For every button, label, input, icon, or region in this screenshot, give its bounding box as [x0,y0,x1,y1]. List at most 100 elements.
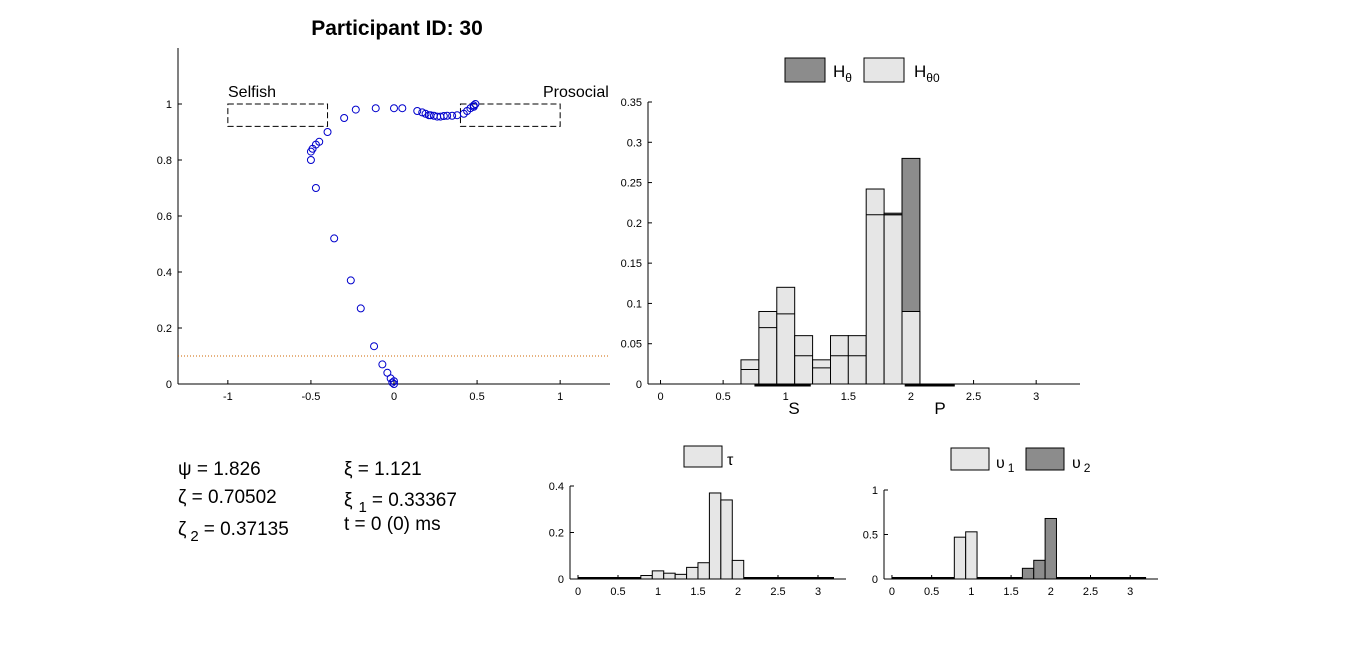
hist-main-y-tick-label: 0.25 [621,178,642,190]
bar-h-theta0 [776,286,796,385]
scatter-point [378,360,387,369]
hist-upsilon-x-tick-label: 0.5 [924,586,939,598]
scatter-point [371,104,380,113]
scatter-point [315,137,324,146]
scatter-point [356,304,365,313]
scatter-x-tick-label: -1 [223,391,233,403]
scatter-x-tick-label: 0 [391,391,397,403]
legend-label-h-theta: Hθ [833,62,852,85]
scatter-y-tick-label: 0.2 [157,323,172,335]
hist-main-y-tick-label: 0.15 [621,258,642,270]
scatter-point [413,107,422,115]
scatter-point [311,184,320,192]
hist-tau-x-tick-label: 1 [655,586,661,598]
bar-tau [697,562,710,580]
bar-tau [708,492,722,580]
scatter-point [439,112,448,121]
hist-upsilon-x-tick-label: 3 [1127,586,1133,598]
hist-tau-x-tick-label: 3 [815,586,821,598]
annotation-selfish-label: Selfish [228,84,276,101]
stat-psi: ψ = 1.826 [178,459,261,480]
hist-upsilon-x-tick-label: 1 [968,586,974,598]
scatter-y-tick-label: 1 [166,99,172,111]
bar-upsilon2 [1021,567,1035,580]
scatter-point [390,104,398,113]
scatter-point [469,101,478,110]
bar-h-theta0 [883,214,903,385]
hist-main-x-tick-label: 2 [908,391,914,403]
scatter-point [443,111,452,120]
legend-swatch-h-theta [784,57,826,83]
hist-main-x-tick-label: 0 [657,391,663,403]
annotation-box-selfish [227,103,329,127]
bar-tau [663,572,676,580]
legend-label-h-theta0: Hθ0 [914,62,940,85]
hist-upsilon-y-tick-label: 0 [872,574,878,586]
hist-tau-x-tick-label: 2 [735,586,741,598]
scatter-plot: Selfish Prosocial -1 -0.5 0 0.5 1 0 0.2 0.4 0.6 0… [157,48,610,403]
scatter-point [448,111,457,120]
bar-tau [720,499,733,580]
hist-main-x-tick-label: 0.5 [715,391,730,403]
bar-tau [674,573,688,580]
hist-main-y-tick-label: 0.05 [621,339,642,351]
bar-tau [640,575,653,580]
scatter-x-tick-label: 1 [557,391,563,403]
bar-h-theta0 [865,188,885,385]
hist-tau-y-tick-label: 0 [558,574,564,586]
hist-upsilon-x-tick-label: 1.5 [1003,586,1018,598]
bar-h-theta0 [740,359,760,385]
stat-t: t = 0 (0) ms [344,514,441,535]
scatter-point [388,378,397,387]
scatter-point [351,105,360,114]
hist-tau-y-tick-label: 0.2 [549,528,564,540]
stat-xi: ξ = 1.121 [344,459,422,480]
category-label-s: S [788,399,799,418]
bar-tau [686,566,699,580]
category-label-p: P [934,399,945,418]
bar-upsilon2 [1033,559,1046,580]
hist-tau-y-tick-label: 0.4 [549,481,564,493]
hist-main-y-tick-label: 0.3 [627,137,642,149]
hist-upsilon-x-tick-label: 2 [1048,586,1054,598]
histogram-tau: τ 0 0.5 1 1.5 2 2.5 3 0 0.2 0.4 [549,445,846,598]
scatter-point [471,100,480,108]
hist-main-x-tick-label: 1 [783,391,789,403]
legend-main: Hθ Hθ0 [784,57,940,85]
scatter-point [398,104,407,113]
legend-swatch-upsilon1 [950,447,990,471]
annotation-box-prosocial [459,103,561,127]
hist-upsilon-y-tick-label: 0.5 [863,530,878,542]
hist-tau-x-tick-label: 0 [575,586,581,598]
scatter-y-tick-label: 0.6 [157,211,172,223]
scatter-point [453,111,462,120]
stat-xi1: ξ 1 = 0.33367 [344,490,457,516]
legend-swatch-upsilon2 [1025,447,1065,471]
scatter-y-tick-label: 0.8 [157,155,172,167]
hist-main-y-tick-label: 0.2 [627,218,642,230]
hist-tau-x-tick-label: 0.5 [610,586,625,598]
hist-tau-x-tick-label: 1.5 [690,586,705,598]
bar-h-theta0 [847,335,867,385]
legend-swatch-tau [683,445,723,468]
scatter-x-tick-label: -0.5 [301,391,320,403]
bar-upsilon2 [1044,517,1057,580]
scatter-x-tick-label: 0.5 [469,391,484,403]
histogram-h-theta: Hθ Hθ0 S P 0 0.5 1 1.5 2 2.5 3 0 0.05 0.1 0.15 0.2 0… [621,57,1080,418]
hist-main-x-tick-label: 1.5 [841,391,856,403]
stats-block: ψ = 1.826 ζ = 0.70502 ζ 2 = 0.37135 ξ = 1.… [178,459,457,545]
scatter-point [346,276,355,285]
stat-zeta: ζ = 0.70502 [178,487,277,508]
hist-main-y-tick-label: 0.1 [627,298,642,310]
hist-main-y-tick-label: 0 [636,379,642,391]
scatter-point [383,368,392,377]
scatter-point [340,114,349,122]
bar-upsilon1 [965,531,978,580]
bar-h-theta0 [830,335,849,385]
scatter-point [323,128,332,136]
hist-upsilon-y-tick-label: 1 [872,485,878,497]
hist-main-y-tick-label: 0.35 [621,97,642,109]
